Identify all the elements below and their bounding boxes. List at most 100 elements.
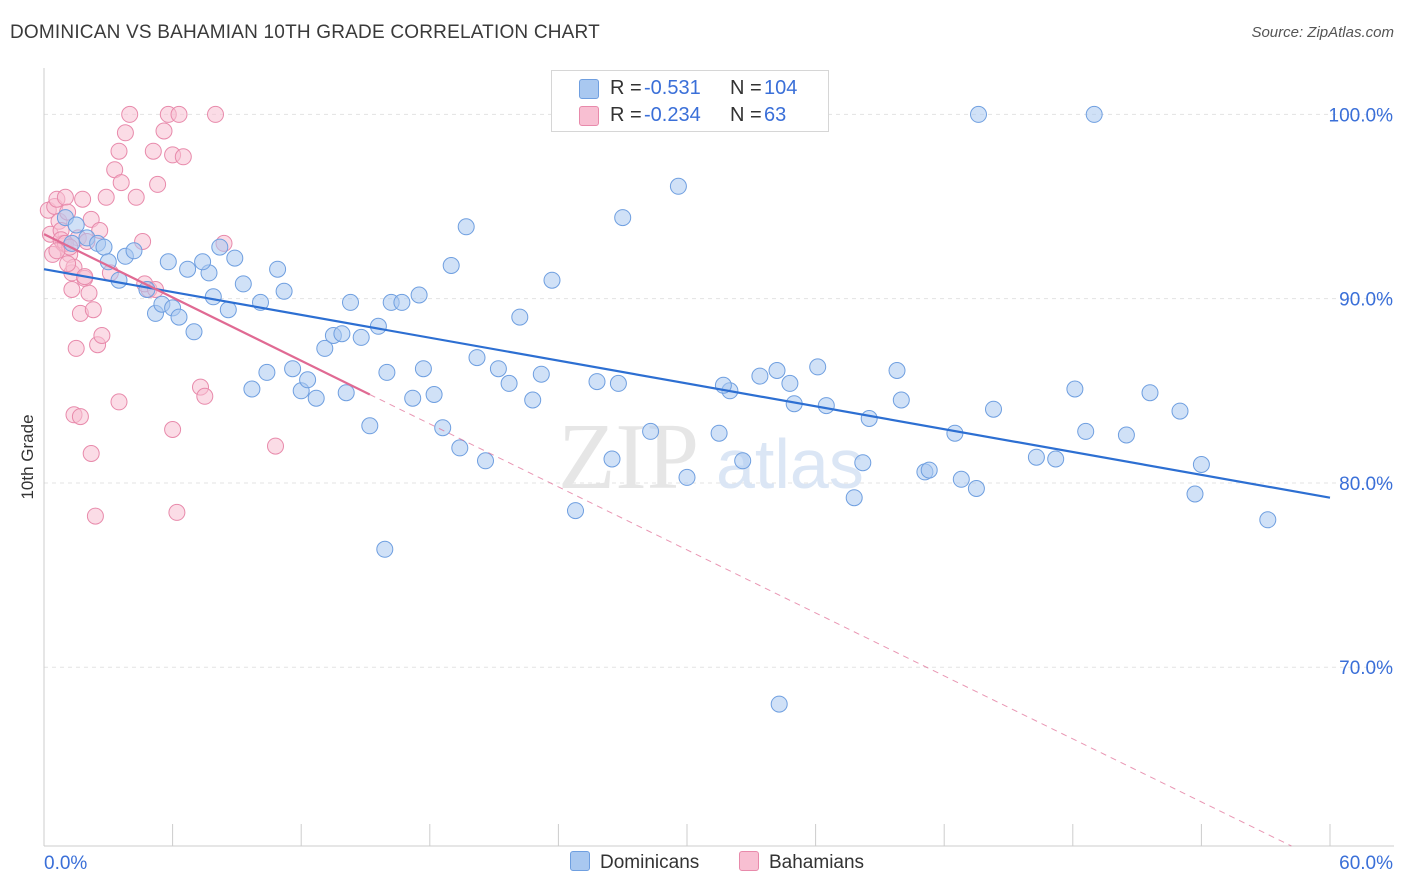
data-point — [751, 367, 769, 385]
data-point — [97, 188, 115, 206]
data-point — [1047, 450, 1065, 468]
data-point — [71, 408, 89, 426]
data-point — [809, 358, 827, 376]
y-tick-label: 80.0% — [1339, 474, 1393, 495]
bahamians-legend-swatch — [739, 851, 759, 871]
series-legend: Dominicans Bahamians — [0, 851, 1406, 879]
data-point — [67, 216, 85, 234]
data-point — [970, 105, 987, 123]
data-point — [333, 325, 351, 343]
axes — [43, 68, 1394, 847]
data-point — [457, 218, 475, 236]
data-point — [543, 271, 561, 289]
data-point — [967, 480, 985, 497]
data-point — [63, 281, 81, 298]
stats-legend-row-bahamians: R = -0.234 N = 63 — [552, 102, 828, 128]
stats-legend-row-dominicans: R = -0.531 N = 104 — [552, 75, 828, 101]
data-point — [59, 255, 77, 273]
data-point — [258, 363, 276, 381]
r-label: R = — [610, 104, 642, 126]
data-point — [110, 142, 128, 160]
n-label: N = — [730, 77, 762, 99]
data-point — [170, 308, 188, 326]
trend-lines — [43, 233, 1331, 847]
data-point — [48, 242, 66, 260]
legend-item-dominicans[interactable]: Dominicans — [570, 851, 699, 874]
data-point — [84, 301, 102, 319]
data-point — [489, 360, 507, 378]
data-point — [920, 461, 938, 479]
r-value: -0.531 — [644, 77, 701, 99]
data-point — [269, 260, 287, 278]
data-point — [67, 339, 85, 357]
data-point — [888, 362, 906, 379]
data-point — [451, 439, 469, 457]
data-point — [770, 695, 788, 713]
data-point — [532, 365, 550, 383]
data-point — [860, 410, 878, 427]
chart-title: DOMINICAN VS BAHAMIAN 10TH GRADE CORRELA… — [10, 22, 600, 43]
data-point — [845, 489, 863, 507]
data-point — [567, 502, 584, 520]
data-point — [82, 445, 100, 462]
data-point — [93, 327, 111, 344]
data-point — [95, 238, 113, 256]
data-point — [149, 175, 167, 193]
data-point — [1085, 105, 1103, 123]
r-value: -0.234 — [644, 104, 701, 126]
data-point — [352, 328, 370, 346]
tick-labels: 70.0% 80.0% 90.0% 100.0% 0.0% 60.0% — [44, 105, 1393, 874]
data-point — [155, 122, 173, 140]
data-point — [946, 424, 964, 442]
data-point — [86, 507, 104, 525]
data-point — [985, 400, 1002, 418]
data-point — [1259, 511, 1277, 529]
data-point — [1117, 426, 1135, 444]
data-point — [299, 371, 317, 389]
dominicans-points — [56, 105, 1277, 713]
data-point — [404, 389, 422, 407]
data-point — [414, 360, 432, 378]
data-point — [125, 242, 143, 260]
data-point — [468, 349, 486, 367]
data-point — [378, 363, 396, 381]
data-point — [710, 424, 728, 442]
data-point — [524, 391, 542, 409]
data-point — [185, 323, 203, 341]
x-tick-label: 60.0% — [1339, 853, 1393, 874]
data-point — [1077, 422, 1095, 440]
legend-label-dominicans: Dominicans — [600, 852, 700, 873]
legend-item-bahamians[interactable]: Bahamians — [739, 851, 864, 874]
data-point — [603, 450, 621, 468]
data-point — [56, 188, 74, 206]
data-point — [1141, 384, 1159, 402]
y-axis-label: 10th Grade — [18, 414, 37, 499]
stats-legend: R = -0.531 N = 104 R = -0.234 N = 63 — [551, 70, 829, 132]
data-point — [179, 260, 197, 278]
data-point — [159, 253, 177, 271]
data-point — [642, 422, 660, 440]
data-point — [614, 209, 632, 227]
data-point — [1192, 456, 1210, 473]
y-tick-label: 90.0% — [1339, 290, 1393, 311]
x-tick-label: 0.0% — [44, 853, 87, 874]
data-point — [768, 362, 786, 379]
n-value: 63 — [764, 104, 787, 126]
dominicans-legend-swatch — [570, 851, 590, 871]
data-point — [1027, 448, 1045, 466]
data-point — [316, 339, 334, 357]
data-point — [734, 452, 752, 470]
data-point — [376, 540, 394, 558]
data-point — [1186, 485, 1204, 503]
data-point — [164, 421, 182, 438]
data-point — [442, 257, 460, 274]
data-point — [170, 105, 188, 123]
data-point — [669, 177, 687, 195]
data-point — [243, 380, 261, 398]
data-point — [892, 391, 910, 409]
data-point — [110, 393, 128, 411]
data-point — [410, 286, 428, 304]
data-point — [267, 437, 284, 455]
data-point — [80, 284, 98, 302]
data-point — [854, 454, 872, 472]
